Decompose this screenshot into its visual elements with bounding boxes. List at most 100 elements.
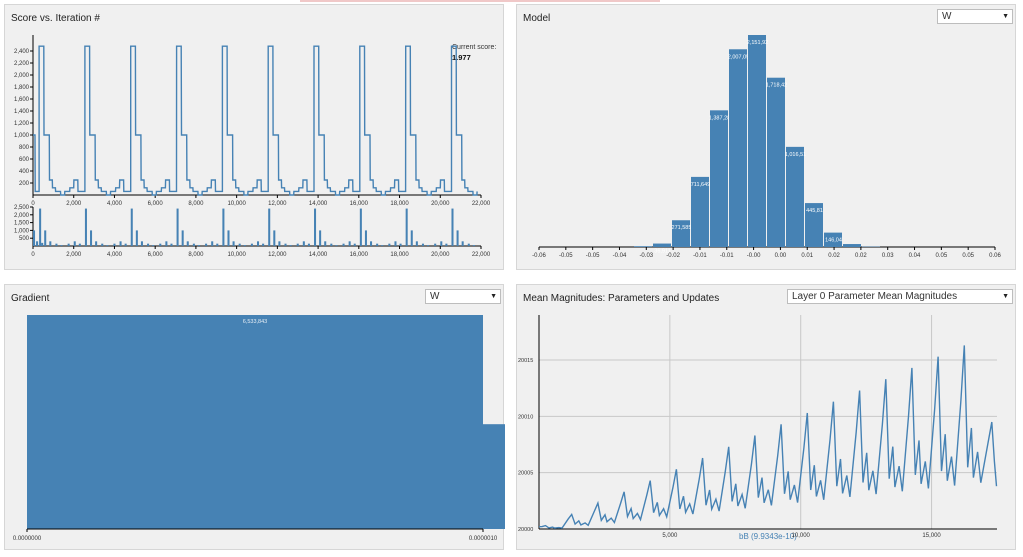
score-hist-bar xyxy=(415,241,418,246)
hist-x-tick-label: 18,000 xyxy=(390,252,409,258)
score-panel: Score vs. Iteration # Current score: 1.9… xyxy=(4,4,504,270)
score-y-tick-label: 600 xyxy=(19,157,30,163)
model-x-tick-label: -0.01 xyxy=(720,253,734,259)
score-x-tick-label: 6,000 xyxy=(148,201,164,207)
model-bar-label: 711,649 xyxy=(691,182,710,188)
mean-magnitudes-panel: Mean Magnitudes: Parameters and Updates … xyxy=(516,284,1016,550)
model-x-tick-label: 0.04 xyxy=(909,253,921,259)
score-hist-bar xyxy=(211,241,214,246)
score-hist-bar xyxy=(44,230,47,246)
hist-y-tick-label: 2,000 xyxy=(14,213,30,219)
score-hist-bar xyxy=(140,241,143,246)
score-hist-bar xyxy=(49,241,52,246)
score-x-tick-label: 2,000 xyxy=(66,201,82,207)
score-hist-bar xyxy=(421,243,424,246)
layer-select-value: Layer 0 Parameter Mean Magnitudes xyxy=(792,291,958,302)
hist-x-tick-label: 14,000 xyxy=(309,252,328,258)
score-hist-bar xyxy=(78,243,81,246)
score-y-tick-label: 2,200 xyxy=(14,61,30,67)
score-hist-bar xyxy=(410,230,413,246)
layer-select[interactable]: Layer 0 Parameter Mean Magnitudes ▼ xyxy=(787,289,1013,304)
score-x-tick-label: 22,000 xyxy=(472,201,491,207)
model-bar xyxy=(634,246,652,247)
hist-x-tick-label: 2,000 xyxy=(66,252,82,258)
chevron-down-icon: ▼ xyxy=(1002,13,1009,20)
model-bar xyxy=(786,146,804,247)
score-y-tick-label: 200 xyxy=(19,181,30,187)
gradient-x-tick-label: 0.0000010 xyxy=(469,536,498,542)
score-hist-bar xyxy=(307,243,310,246)
mm-y-tick-label: 20015 xyxy=(518,358,533,364)
chevron-down-icon: ▼ xyxy=(1002,293,1009,300)
mm-series-line xyxy=(538,345,998,529)
gradient-bar xyxy=(27,315,483,529)
model-bar-label: 36,911 xyxy=(654,249,670,255)
model-bar-label: 1,016,51 xyxy=(785,152,806,158)
score-hist-bar xyxy=(186,241,189,246)
score-hist-bar xyxy=(394,241,397,246)
legend-bb: bB (9.9343e-10) xyxy=(739,532,797,541)
mm-x-tick-label: 15,000 xyxy=(922,533,941,539)
model-bar xyxy=(672,220,690,247)
hist-x-tick-label: 0 xyxy=(31,252,35,258)
model-x-tick-label: -0.04 xyxy=(613,253,627,259)
score-hist-bar xyxy=(250,243,253,246)
score-hist-bar xyxy=(216,243,219,246)
model-select-value: W xyxy=(942,11,952,22)
hist-x-tick-label: 16,000 xyxy=(350,252,369,258)
model-panel: Model W ▼ -0.06 -0.05 -0.05 -0.04 -0.03 -0.02… xyxy=(516,4,1016,270)
model-bar-label: 2,007,05 xyxy=(728,54,749,60)
score-hist-bar xyxy=(314,208,317,246)
mm-x-tick-label: 5,000 xyxy=(662,533,678,539)
model-histogram: -0.06 -0.05 -0.05 -0.04 -0.03 -0.02 -0.01 -0.01… xyxy=(532,35,1001,259)
hist-x-tick-label: 22,000 xyxy=(472,252,491,258)
score-hist-bar xyxy=(278,241,281,246)
score-hist-bar xyxy=(192,243,195,246)
score-y-tick-label: 1,600 xyxy=(14,97,30,103)
mm-y-tick-label: 20000 xyxy=(518,527,533,533)
model-x-tick-label: 0.06 xyxy=(989,253,1001,259)
score-hist-bar xyxy=(388,243,391,246)
model-x-tick-label: -0.01 xyxy=(693,253,707,259)
score-hist-bar xyxy=(119,241,122,246)
model-select[interactable]: W ▼ xyxy=(937,9,1013,24)
score-hist-bar xyxy=(330,243,333,246)
mm-x-tick-label: 10,000 xyxy=(792,533,811,539)
gradient-select[interactable]: W ▼ xyxy=(425,289,501,304)
score-x-tick-label: 4,000 xyxy=(107,201,123,207)
score-hist-bar xyxy=(39,208,42,246)
score-hist-bar xyxy=(268,208,271,246)
model-bar xyxy=(748,35,766,247)
score-hist-bar xyxy=(257,241,260,246)
score-hist-bar xyxy=(238,243,241,246)
score-hist-bar xyxy=(335,245,338,246)
model-bar-label: 146,04 xyxy=(825,238,842,244)
score-hist-bar xyxy=(427,245,430,246)
score-hist-bar xyxy=(67,243,70,246)
score-hist-bar xyxy=(461,241,464,246)
score-x-tick-label: 8,000 xyxy=(188,201,204,207)
score-hist-bar xyxy=(55,243,58,246)
score-y-tick-label: 800 xyxy=(19,145,30,151)
score-hist-bar xyxy=(434,243,437,246)
score-hist-bar xyxy=(147,243,150,246)
model-bar-label: 445,81 xyxy=(806,208,823,214)
gradient-x-tick-label: 0.0000000 xyxy=(13,536,42,542)
score-hist-bar xyxy=(181,230,184,246)
score-x-tick-label: 14,000 xyxy=(309,201,328,207)
score-hist-bar xyxy=(243,245,246,246)
score-hist-bar xyxy=(348,241,351,246)
score-chart: Current score: 1.977 2004006008001,0001,… xyxy=(14,35,496,258)
score-hist-bar xyxy=(232,241,235,246)
score-hist-bar xyxy=(319,230,322,246)
hist-y-tick-label: 1,000 xyxy=(14,228,30,234)
score-y-tick-label: 1,200 xyxy=(14,121,30,127)
score-hist-bar xyxy=(95,241,98,246)
model-bar-label: 1,387,28 xyxy=(709,115,730,121)
model-bar xyxy=(805,203,823,247)
model-panel-title: Model xyxy=(523,13,551,24)
score-hist-bar xyxy=(113,243,116,246)
gradient-panel-title: Gradient xyxy=(11,293,50,304)
mm-y-tick-label: 20005 xyxy=(518,471,533,477)
score-hist-bar xyxy=(302,241,305,246)
